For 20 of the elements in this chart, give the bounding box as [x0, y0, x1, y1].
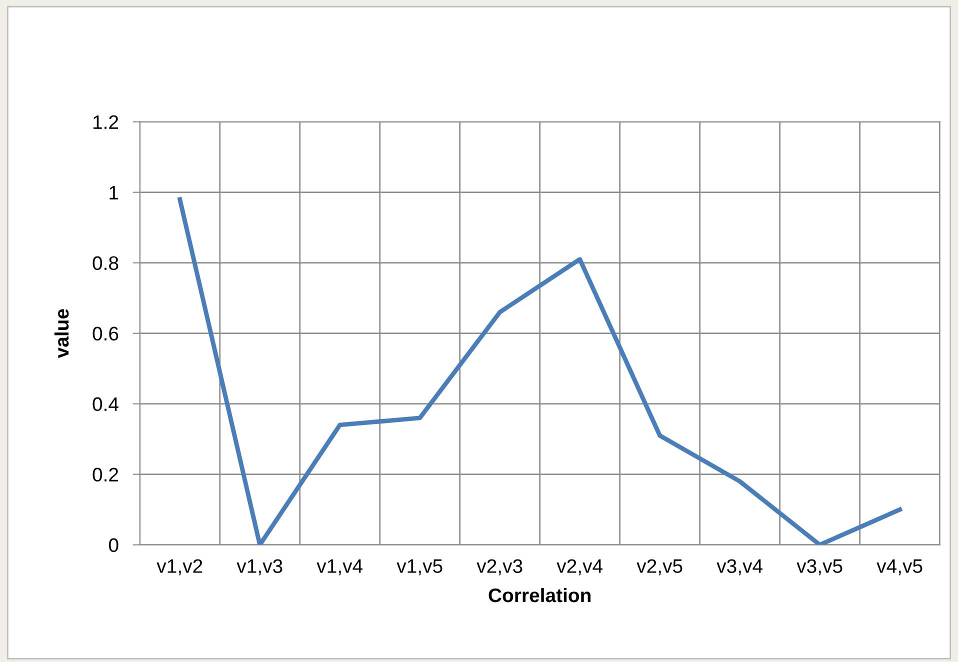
x-tick-label: v1,v2	[156, 559, 202, 576]
x-tick-label: v2,v4	[556, 559, 602, 576]
x-tick-label: v1,v3	[236, 559, 282, 576]
y-tick-label: 0.6	[92, 326, 118, 341]
y-tick-label: 1	[110, 186, 118, 200]
y-tick-label: 0.4	[92, 397, 118, 412]
x-tick-label: v4,v5	[876, 559, 922, 576]
x-axis-title: Correlation	[488, 588, 590, 602]
y-axis-title: value	[54, 309, 69, 358]
y-tick-label: 0.2	[92, 468, 118, 482]
x-tick-label: v2,v5	[636, 559, 682, 576]
x-tick-label: v3,v5	[796, 559, 842, 576]
x-tick-label: v3,v4	[716, 559, 762, 576]
y-tick-label: 0	[108, 538, 118, 552]
y-tick-label: 0.8	[92, 256, 118, 270]
x-tick-label: v1,v5	[396, 559, 442, 576]
y-tick-label: 1.2	[93, 115, 118, 129]
x-tick-label: v2,v3	[476, 559, 522, 576]
x-tick-label: v1,v4	[316, 559, 363, 576]
line-series	[178, 197, 902, 545]
